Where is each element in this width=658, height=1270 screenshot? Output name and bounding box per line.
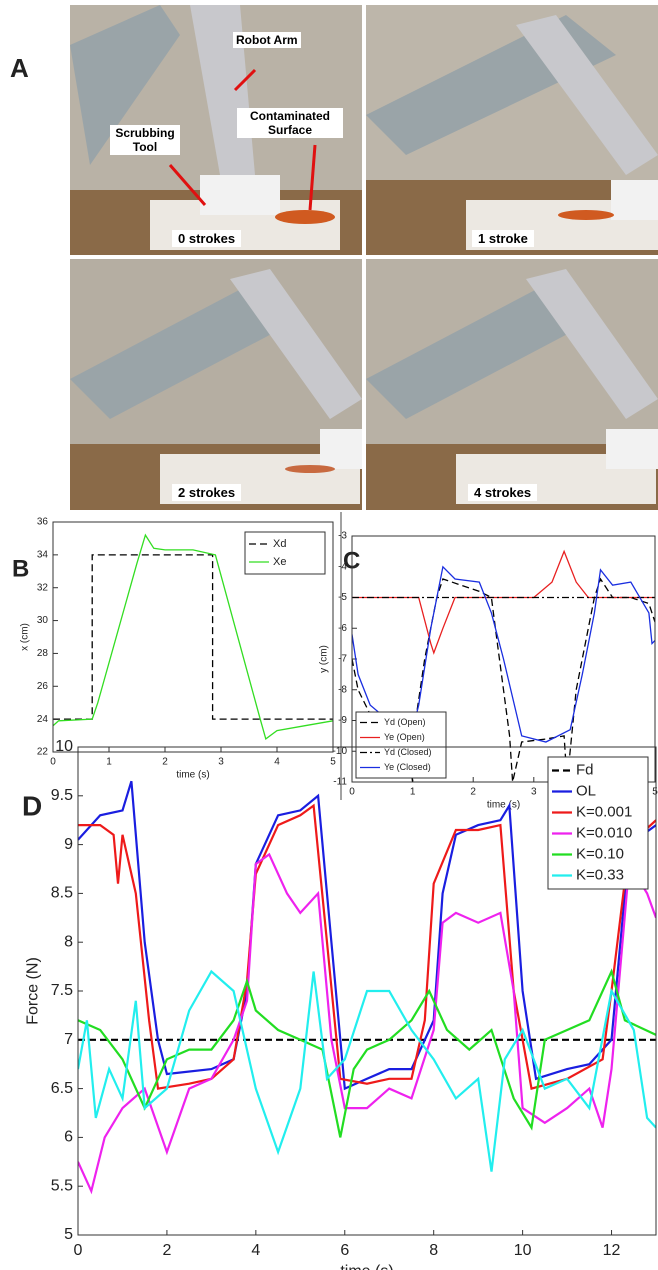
legend-label: Xe (273, 556, 286, 568)
legend-box (547, 756, 649, 890)
y-tick-label: -6 (338, 623, 347, 634)
x-axis-label: time (s) (176, 770, 209, 781)
series-line (78, 852, 656, 1195)
photo (70, 259, 362, 510)
plot-frame (77, 746, 657, 1236)
y-tick-label: 30 (37, 615, 49, 626)
y-tick-label: 9.5 (51, 787, 73, 804)
y-tick-label: 9 (64, 836, 73, 853)
legend-box (355, 711, 447, 779)
photo-scene (366, 5, 658, 255)
legend-label: OL (576, 782, 596, 799)
legend-label: K=0.33 (576, 866, 624, 883)
y-tick-label: -8 (338, 684, 347, 695)
x-tick-label: 0 (349, 787, 355, 798)
x-tick-label: 4 (251, 1242, 260, 1259)
y-tick-label: -11 (333, 777, 347, 788)
y-tick-label: -4 (338, 561, 347, 572)
photo-scene (70, 259, 362, 510)
x-tick-label: 5 (330, 757, 336, 768)
plot-frame (351, 535, 656, 783)
x-tick-label: 1 (106, 757, 112, 768)
legend-box (244, 531, 326, 575)
panel-label: D (22, 790, 42, 821)
photo-scene (366, 259, 658, 510)
y-tick-label: 5 (64, 1226, 73, 1243)
x-tick-label: 10 (514, 1242, 532, 1259)
x-tick-label: 3 (218, 757, 224, 768)
series-line (352, 565, 655, 743)
x-tick-label: 12 (603, 1242, 621, 1259)
x-axis-label: time (s) (487, 800, 520, 811)
y-tick-label: 8 (64, 933, 73, 950)
photo (366, 259, 658, 510)
caption: 2 strokes (172, 484, 242, 501)
series-line (78, 969, 656, 1172)
legend-label: Ye (Closed) (384, 762, 431, 772)
x-tick-label: 0 (74, 1242, 83, 1259)
y-tick-label: -10 (333, 746, 348, 757)
caption: 1 stroke (472, 230, 534, 247)
y-axis-label: Force (N) (24, 957, 41, 1025)
y-tick-label: -7 (338, 654, 347, 665)
series-line (78, 780, 656, 1091)
y-tick-label: 8.5 (51, 885, 73, 902)
y-tick-label: 26 (37, 681, 49, 692)
y-tick-label: 6.5 (51, 1080, 73, 1097)
legend-label: K=0.001 (576, 803, 632, 820)
y-tick-label: 34 (37, 549, 49, 560)
y-tick-label: -5 (338, 592, 347, 603)
legend-label: Xd (273, 538, 286, 550)
y-tick-label: 10 (55, 738, 73, 755)
x-tick-label: 6 (340, 1242, 349, 1259)
x-tick-label: 8 (429, 1242, 438, 1259)
legend-label: Yd (Closed) (384, 747, 432, 757)
x-tick-label: 4 (592, 787, 598, 798)
series-line (78, 803, 656, 1090)
x-tick-label: 2 (162, 757, 168, 768)
x-tick-label: 4 (274, 757, 280, 768)
y-axis-label: y (cm) (319, 645, 330, 673)
series-line (78, 968, 656, 1138)
x-tick-label: 1 (410, 787, 416, 798)
panel-label: A (10, 53, 29, 83)
caption: 0 strokes (172, 230, 242, 247)
series-line (53, 554, 333, 720)
x-tick-label: 0 (50, 757, 56, 768)
x-tick-label: 2 (470, 787, 476, 798)
y-tick-label: 32 (37, 582, 49, 593)
series-line (352, 577, 655, 782)
x-axis-label: time (s) (340, 1263, 393, 1270)
series-line (53, 533, 333, 740)
y-tick-label: 7.5 (51, 982, 73, 999)
caption: 4 strokes (468, 484, 538, 501)
y-tick-label: 36 (37, 517, 49, 528)
y-tick-label: 6 (64, 1129, 73, 1146)
y-tick-label: 28 (37, 648, 49, 659)
y-tick-label: 22 (37, 747, 49, 758)
y-tick-label: 7 (64, 1031, 73, 1048)
x-tick-label: 2 (162, 1242, 171, 1259)
series-line (352, 549, 655, 655)
annotation: Scrubbing Tool (110, 125, 180, 155)
annotation: Robot Arm (233, 32, 301, 48)
panel-label: C (343, 547, 360, 574)
y-tick-label: -3 (338, 531, 347, 542)
legend-label: Ye (Open) (384, 732, 425, 742)
photo (366, 5, 658, 255)
y-tick-label: -9 (338, 715, 347, 726)
legend-label: Yd (Open) (384, 717, 426, 727)
plot-frame (52, 521, 334, 753)
x-tick-label: 3 (531, 787, 537, 798)
legend-label: Fd (576, 761, 594, 778)
y-axis-label: x (cm) (20, 623, 31, 651)
annotation: Contaminated Surface (237, 108, 343, 138)
y-tick-label: 5.5 (51, 1177, 73, 1194)
legend-label: K=0.10 (576, 845, 624, 862)
x-tick-label: 5 (652, 787, 658, 798)
legend-label: K=0.010 (576, 824, 632, 841)
y-tick-label: 24 (37, 714, 49, 725)
panel-label: B (12, 555, 29, 582)
